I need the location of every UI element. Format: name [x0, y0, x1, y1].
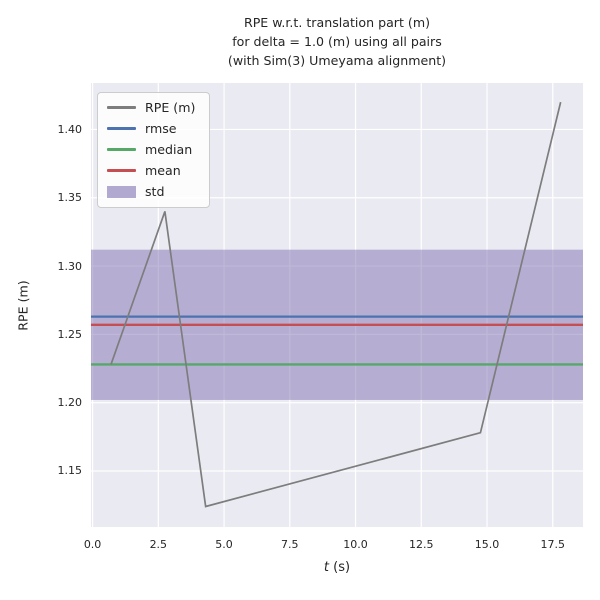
- legend-label-mean: mean: [145, 163, 181, 178]
- x-axis-label-symbol: t: [323, 560, 330, 575]
- legend-label-std: std: [145, 184, 165, 199]
- legend-label-rmse: rmse: [145, 121, 177, 136]
- chart-title: RPE w.r.t. translation part (m) for delt…: [227, 15, 447, 68]
- x-tick-label-0.0: 0.0: [83, 538, 102, 551]
- y-tick-label-1.40: 1.40: [57, 122, 83, 136]
- legend-item-rpe-m: RPE (m): [107, 98, 195, 117]
- legend-item-mean: mean: [107, 161, 195, 180]
- x-tick-label-12.5: 12.5: [409, 538, 434, 551]
- legend-item-rmse: rmse: [107, 119, 195, 138]
- x-tick-label-15.0: 15.0: [474, 538, 500, 551]
- legend-marker-rpe-m-icon: [107, 106, 136, 109]
- x-tick-label-2.5: 2.5: [149, 538, 168, 551]
- y-tick-label-1.20: 1.20: [57, 396, 83, 410]
- x-tick-label-17.5: 17.5: [540, 538, 566, 551]
- legend-marker-mean-icon: [107, 169, 136, 172]
- legend-label-rpe-m: RPE (m): [145, 100, 196, 115]
- y-axis-label: RPE (m): [15, 280, 31, 331]
- y-tick-label-1.25: 1.25: [57, 327, 83, 341]
- y-tick-label-1.15: 1.15: [57, 464, 83, 478]
- legend-marker-median-icon: [107, 148, 136, 151]
- series-rpe-m-polyline: [110, 101, 562, 508]
- x-tick-label-7.5: 7.5: [281, 538, 299, 551]
- legend-label-median: median: [145, 142, 193, 157]
- x-axis-label: t (s): [91, 560, 583, 575]
- legend-marker-rmse-icon: [107, 127, 136, 130]
- legend-marker-std-icon: [107, 185, 136, 198]
- legend: RPE (m) rmse median mean std: [97, 92, 211, 208]
- y-tick-label-1.30: 1.30: [57, 259, 83, 273]
- legend-item-median: median: [107, 140, 195, 159]
- x-axis-label-unit: (s): [329, 560, 351, 575]
- x-tick-label-5.0: 5.0: [215, 538, 233, 551]
- x-tick-label-10.0: 10.0: [343, 538, 368, 551]
- legend-item-std: std: [107, 182, 195, 201]
- y-tick-label-1.35: 1.35: [57, 191, 83, 205]
